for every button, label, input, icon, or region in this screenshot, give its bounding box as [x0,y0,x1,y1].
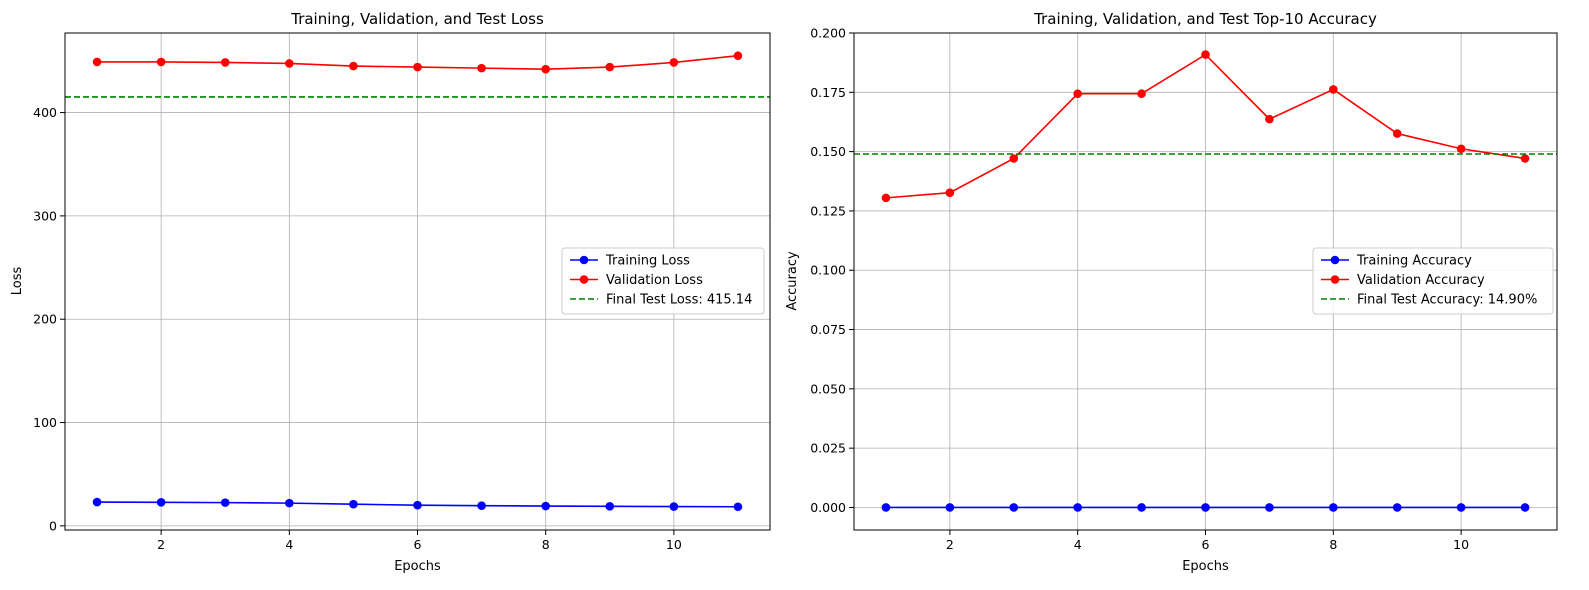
data-point [1201,503,1210,512]
data-point [92,57,102,67]
x-tick-label: 10 [1453,537,1469,552]
accuracy-chart-ticks: 2 4 6 8 10 0.000 0.025 0.050 0.075 0.100 0.125 0.15… [810,26,1469,553]
data-point [733,51,743,61]
x-tick-label: 4 [1074,537,1082,552]
x-tick-label: 8 [1329,537,1337,552]
data-point [1073,89,1082,99]
y-tick-label: 0.000 [810,500,846,515]
legend-marker [1330,275,1340,284]
data-point [1392,503,1402,512]
data-point [1520,503,1530,512]
x-tick-label: 6 [1202,537,1210,552]
data-point [92,497,102,507]
data-point [349,61,358,71]
data-point [605,62,615,72]
data-point [413,62,422,72]
data-point [1137,89,1146,99]
x-tick-label: 4 [285,537,293,552]
data-point [1520,154,1530,163]
loss-chart-axes-frame [64,32,771,531]
data-point [541,64,550,74]
data-point [1009,154,1019,163]
accuracy-chart-series-1 [881,50,1530,203]
data-point [1201,50,1210,59]
data-point [1265,114,1274,124]
data-point [669,58,679,67]
data-point [156,498,166,507]
loss-chart-title: Training, Validation, and Test Loss [290,10,544,28]
y-tick-label: 300 [33,208,57,223]
accuracy-chart-title: Training, Validation, and Test Top-10 Ac… [1033,10,1377,28]
y-tick-label: 400 [33,105,57,120]
data-point [1009,503,1019,512]
data-point [349,499,358,509]
data-point [477,501,486,511]
legend-entry: Validation Loss [606,273,703,288]
x-tick-label: 2 [946,537,954,552]
data-point [669,502,679,511]
data-point [1137,503,1146,512]
legend-entry: Training Accuracy [1356,254,1472,269]
data-point [1265,503,1274,512]
legend-box [561,247,765,315]
data-point [477,63,486,73]
data-point [605,502,615,511]
accuracy-chart-axes-frame [853,32,1558,531]
accuracy-chart-legend: Training Accuracy Validation Accuracy Fina… [1312,247,1554,315]
data-point [413,500,422,510]
y-tick-label: 0.175 [810,85,846,100]
accuracy-chart-series-0 [881,503,1530,512]
data-point [1073,503,1082,512]
data-point [285,59,294,68]
data-point [285,498,294,508]
y-tick-label: 0.200 [810,26,846,41]
legend-entry: Training Loss [605,254,690,269]
accuracy-chart-xlabel: Epochs [1182,559,1229,574]
data-point [881,503,891,512]
accuracy-chart: Training, Validation, and Test Top-10 Ac… [785,10,1558,574]
legend-entry: Final Test Loss: 415.14 [606,293,752,308]
legend-marker [579,255,589,265]
legend-marker [1330,255,1340,265]
data-point [1392,129,1402,138]
legend-entry: Validation Accuracy [1357,273,1485,288]
y-tick-label: 0.075 [810,322,846,337]
y-tick-label: 0.125 [810,203,846,218]
y-tick-label: 0 [49,518,57,533]
loss-chart-series-1 [92,51,743,74]
y-tick-label: 200 [33,312,57,327]
x-tick-label: 2 [157,537,165,552]
y-tick-label: 0.050 [810,381,846,396]
data-point [1329,503,1338,512]
y-tick-label: 0.025 [810,441,846,456]
data-point [945,503,955,512]
data-point [1456,503,1466,512]
x-tick-label: 8 [542,537,550,552]
x-tick-label: 6 [414,537,422,552]
loss-chart-legend: Training Loss Validation Loss Final Test L… [561,247,765,315]
loss-chart-series-0 [92,497,743,512]
loss-chart: Training, Validation, and Test Loss Epoc… [10,10,771,574]
data-point [541,501,550,511]
data-point [156,57,166,67]
data-point [945,188,955,197]
data-point [220,58,230,67]
y-tick-label: 0.150 [810,144,846,159]
accuracy-chart-ylabel: Accuracy [785,251,800,311]
y-tick-label: 100 [33,415,57,430]
data-point [220,498,230,507]
legend-marker [579,275,589,284]
y-tick-label: 0.100 [810,263,846,278]
loss-chart-xlabel: Epochs [394,559,441,574]
loss-chart-ylabel: Loss [10,267,25,296]
x-tick-label: 10 [666,537,682,552]
data-point [881,193,891,203]
legend-box [1312,247,1554,315]
data-point [733,502,743,512]
legend-entry: Final Test Accuracy: 14.90% [1357,293,1537,308]
data-point [1456,144,1466,154]
data-point [1329,85,1338,94]
